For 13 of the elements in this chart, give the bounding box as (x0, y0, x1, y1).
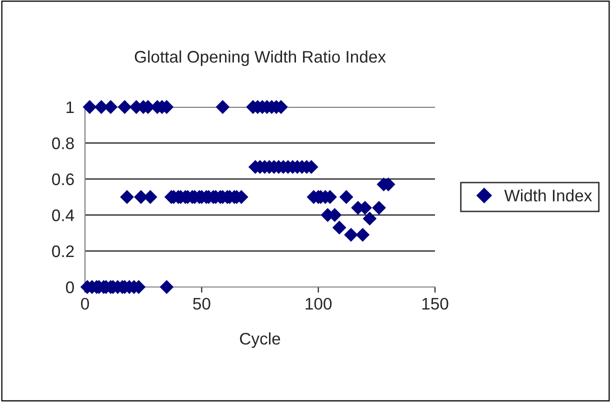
y-tick-label: 0 (66, 281, 74, 294)
y-tick-label: 0.2 (52, 245, 74, 258)
x-tick-label: 0 (81, 298, 89, 310)
legend-label: Width Index (504, 189, 592, 202)
y-tick-label: 0.6 (52, 173, 74, 186)
chart-title: Glottal Opening Width Ratio Index (134, 50, 386, 66)
y-tick-label: 1 (66, 102, 74, 114)
x-axis-title: Cycle (240, 332, 280, 348)
x-tick-label: 50 (193, 298, 210, 310)
y-tick-label: 0.8 (52, 137, 74, 150)
x-tick-label: 150 (422, 298, 448, 310)
x-tick-label: 100 (306, 298, 332, 310)
y-tick-label: 0.4 (52, 209, 74, 222)
